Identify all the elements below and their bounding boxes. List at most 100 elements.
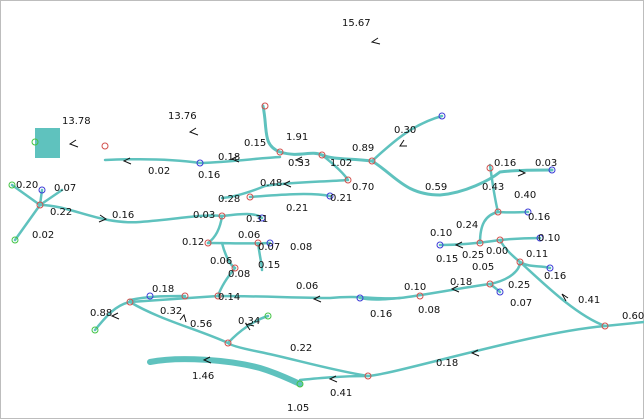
flow-label: 0.22: [290, 343, 312, 354]
flow-label: 0.22: [50, 207, 72, 218]
arrow-icon: [230, 155, 240, 163]
flow-label: 0.12: [182, 237, 204, 248]
arrow-icon: [470, 349, 480, 357]
flow-label: 0.11: [526, 249, 548, 260]
flow-label: 0.07: [258, 242, 280, 253]
outlet-node: [11, 236, 19, 244]
junction-node: [476, 239, 484, 247]
junction-node: [261, 102, 269, 110]
arrow-icon: [110, 312, 120, 320]
outlet-node: [264, 312, 272, 320]
junction-node: [516, 258, 524, 266]
flow-label: 0.08: [290, 242, 312, 253]
flow-label: 15.67: [342, 18, 371, 29]
flow-label: 0.70: [352, 182, 374, 193]
stream-1: [261, 104, 554, 197]
flow-labels: 15.67 13.78 13.76 1.91 0.15 0.18 0.16 0.…: [16, 18, 644, 414]
source-node: [548, 166, 556, 174]
flow-label: 1.05: [287, 403, 309, 414]
flow-label: 0.89: [352, 143, 374, 154]
arrow-icon: [68, 139, 79, 148]
main-river-end: [35, 128, 60, 158]
junction-node: [494, 208, 502, 216]
flow-label: 0.24: [456, 220, 478, 231]
outlet-node: [31, 138, 39, 146]
arrow-icon: [122, 157, 132, 165]
arrow-icon: [328, 375, 338, 383]
junction-node: [246, 193, 254, 201]
junction-node: [318, 151, 326, 159]
flow-label: 0.16: [198, 170, 220, 181]
source-node: [266, 239, 274, 247]
flow-label: 0.10: [430, 228, 452, 239]
flow-label: 0.43: [482, 182, 504, 193]
junction-node: [204, 239, 212, 247]
arrow-icon: [98, 214, 108, 223]
flow-label: 0.08: [228, 269, 250, 280]
flow-label: 0.16: [528, 212, 550, 223]
flow-label: 0.15: [436, 254, 458, 265]
stream-10: [93, 266, 237, 332]
flow-label: 0.88: [90, 308, 112, 319]
stream-5: [248, 192, 332, 199]
junction-node: [214, 292, 222, 300]
flow-label: 0.15: [258, 260, 280, 271]
flow-label: 0.25: [508, 280, 530, 291]
flow-label: 0.16: [112, 210, 134, 221]
flow-label: 0.30: [394, 125, 416, 136]
flow-arrows: [68, 37, 569, 383]
arrow-icon: [179, 313, 187, 323]
stream-15: [298, 324, 607, 382]
flow-label: 0.16: [544, 271, 566, 282]
flow-label: 0.21: [330, 193, 352, 204]
junction-node: [254, 239, 262, 247]
source-node: [38, 186, 46, 194]
outlet-node: [296, 380, 304, 388]
junction-node: [364, 372, 372, 380]
junction-node: [368, 157, 376, 165]
flow-label: 0.25: [462, 250, 484, 261]
stream-9: [206, 241, 272, 272]
stream-6: [38, 203, 224, 224]
flow-label: 0.34: [238, 316, 260, 327]
stream-3: [103, 155, 282, 165]
outlet-node: [91, 326, 99, 334]
junction-node: [344, 176, 352, 184]
flow-label: 0.06: [296, 281, 318, 292]
flow-label: 0.18: [218, 152, 240, 163]
flow-label: 1.02: [330, 158, 352, 169]
arrow-icon: [399, 139, 407, 147]
flow-label: 0.05: [472, 262, 494, 273]
flow-label: 0.06: [238, 230, 260, 241]
source-node: [524, 208, 532, 216]
source-node: [536, 234, 544, 242]
source-node: [356, 294, 364, 302]
flow-label: 0.33: [288, 158, 310, 169]
flow-label: 0.07: [510, 298, 532, 309]
junction-node: [101, 142, 109, 150]
junction-node: [224, 339, 232, 347]
arrow-icon: [312, 295, 322, 303]
junction-node: [496, 236, 504, 244]
flow-label: 0.20: [16, 180, 38, 191]
source-node: [496, 288, 504, 296]
arrow-icon: [244, 323, 255, 331]
junction-node: [276, 148, 284, 156]
source-node: [146, 292, 154, 300]
arrow-icon: [450, 285, 460, 293]
arrow-icon: [282, 180, 292, 188]
flow-label: 0.18: [450, 277, 472, 288]
nodes: [8, 102, 609, 388]
flow-label: 0.32: [160, 306, 182, 317]
flow-label: 0.16: [370, 309, 392, 320]
flow-label: 0.00: [486, 246, 508, 257]
flow-label: 0.31: [246, 214, 268, 225]
flow-label: 0.06: [210, 256, 232, 267]
flow-label: 0.41: [330, 388, 352, 399]
flow-label: 0.21: [286, 203, 308, 214]
arrow-icon: [561, 293, 569, 302]
source-node: [546, 264, 554, 272]
junction-node: [231, 264, 239, 272]
flow-label: 0.60: [622, 311, 644, 322]
flow-label: 1.91: [286, 132, 308, 143]
